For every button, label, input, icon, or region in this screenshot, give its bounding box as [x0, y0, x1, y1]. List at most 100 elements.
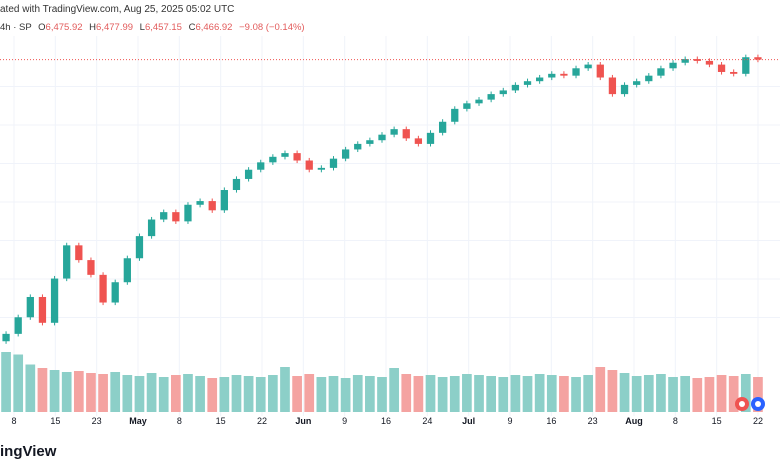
- candle-body: [633, 81, 641, 85]
- volume-bar: [753, 377, 763, 412]
- candle-body: [730, 71, 738, 74]
- x-tick-label: 16: [381, 416, 391, 426]
- volume-bar: [389, 368, 399, 412]
- low-value: 6,457.15: [144, 22, 182, 33]
- volume-bar: [219, 377, 230, 412]
- candle-body: [681, 59, 689, 63]
- candle-body: [257, 162, 265, 170]
- volume-bar: [619, 373, 630, 412]
- x-tick-label: Jul: [462, 416, 475, 426]
- volume-bar: [643, 375, 654, 412]
- candle-body: [87, 260, 95, 275]
- volume-bar: [231, 375, 242, 412]
- volume-bar: [716, 375, 727, 412]
- candle-body: [2, 333, 10, 342]
- x-tick-label: 9: [507, 416, 512, 426]
- volume-bar: [462, 374, 472, 412]
- volume-bar: [571, 377, 581, 412]
- x-tick-label: 8: [177, 416, 182, 426]
- candle-body: [536, 77, 544, 82]
- candle-body: [281, 153, 289, 157]
- chart-attribution: ated with TradingView.com, Aug 25, 2025 …: [0, 4, 235, 15]
- x-tick-label: Aug: [625, 416, 643, 426]
- flag-icons: [735, 397, 765, 411]
- candle-body: [717, 64, 726, 72]
- high-label: H: [89, 22, 97, 33]
- candle-body: [220, 190, 228, 211]
- volume-bar: [146, 373, 157, 412]
- candle-body: [293, 153, 301, 161]
- candle-body: [38, 296, 47, 323]
- volume-bar: [304, 374, 315, 412]
- candle-body: [244, 169, 253, 179]
- candle-body: [75, 245, 83, 261]
- symbol-label: 4h · SP: [0, 22, 32, 33]
- candle-body: [63, 245, 71, 279]
- candle-body: [511, 84, 520, 91]
- volume-bar: [474, 375, 484, 412]
- volume-bar: [122, 375, 133, 412]
- candle-body: [693, 59, 701, 61]
- candle-body: [26, 296, 34, 318]
- candle-body: [160, 212, 168, 220]
- candle-body: [14, 317, 22, 334]
- volume-bar: [413, 376, 424, 412]
- candle-body: [414, 138, 423, 144]
- candle-body: [147, 219, 156, 237]
- candle-body: [402, 129, 410, 139]
- candle-body: [548, 73, 556, 78]
- x-tick-label: 22: [257, 416, 267, 426]
- volume-bar: [49, 370, 60, 412]
- candle-body: [123, 258, 131, 283]
- change-value: −9.08 (−0.14%): [239, 22, 305, 33]
- candle-body: [523, 81, 532, 85]
- volume-bar: [134, 376, 145, 412]
- x-tick-label: May: [129, 416, 147, 426]
- volume-bar: [255, 377, 266, 412]
- candle-body: [111, 282, 119, 303]
- candle-body: [329, 158, 338, 168]
- candle-body: [657, 68, 665, 76]
- volume-bar: [243, 376, 254, 412]
- candle-body: [269, 156, 277, 163]
- candle-body: [742, 57, 750, 74]
- candle-body: [572, 68, 580, 76]
- volume-bar: [352, 375, 363, 412]
- x-tick-label: 9: [342, 416, 347, 426]
- candle-body: [172, 212, 180, 222]
- volume-bar: [559, 376, 569, 412]
- volume-bar: [170, 375, 181, 412]
- volume-bar: [631, 376, 642, 412]
- volume-bar: [498, 377, 509, 412]
- volume-bar: [340, 378, 351, 412]
- volume-bar: [98, 374, 108, 412]
- x-tick-label: 15: [712, 416, 722, 426]
- candle-body: [475, 99, 483, 104]
- x-tick-label: Jun: [295, 416, 311, 426]
- candle-body: [451, 108, 459, 122]
- volume-bar: [328, 376, 339, 412]
- volume-bar: [656, 374, 666, 412]
- candle-body: [378, 134, 386, 141]
- candle-body: [754, 57, 762, 60]
- volume-bar: [425, 375, 436, 412]
- candle-body: [135, 236, 144, 259]
- candle-body: [50, 278, 59, 323]
- flag-icon-center: [755, 401, 761, 407]
- candle-body: [669, 62, 677, 69]
- ohlc-legend: 4h · SP O6,475.92 H6,477.99 L6,457.15 C6…: [0, 22, 780, 36]
- candle-body: [305, 160, 313, 170]
- price-chart[interactable]: 8 15 23 May 8 15 22 Jun 9 16 24 Jul 9 16 23 Aug 8 15 22: [0, 36, 780, 430]
- candle-body: [608, 77, 617, 95]
- candle-body: [463, 103, 471, 109]
- x-tick-label: 15: [216, 416, 226, 426]
- candle-body: [584, 64, 592, 69]
- candle-body: [390, 129, 398, 135]
- candle-body: [499, 90, 507, 95]
- candle-body: [596, 64, 604, 78]
- candle-body: [184, 204, 192, 222]
- volume-bar: [377, 377, 387, 412]
- volume-bar: [207, 378, 218, 412]
- volume-bar: [486, 376, 496, 412]
- volume-bar: [740, 374, 751, 412]
